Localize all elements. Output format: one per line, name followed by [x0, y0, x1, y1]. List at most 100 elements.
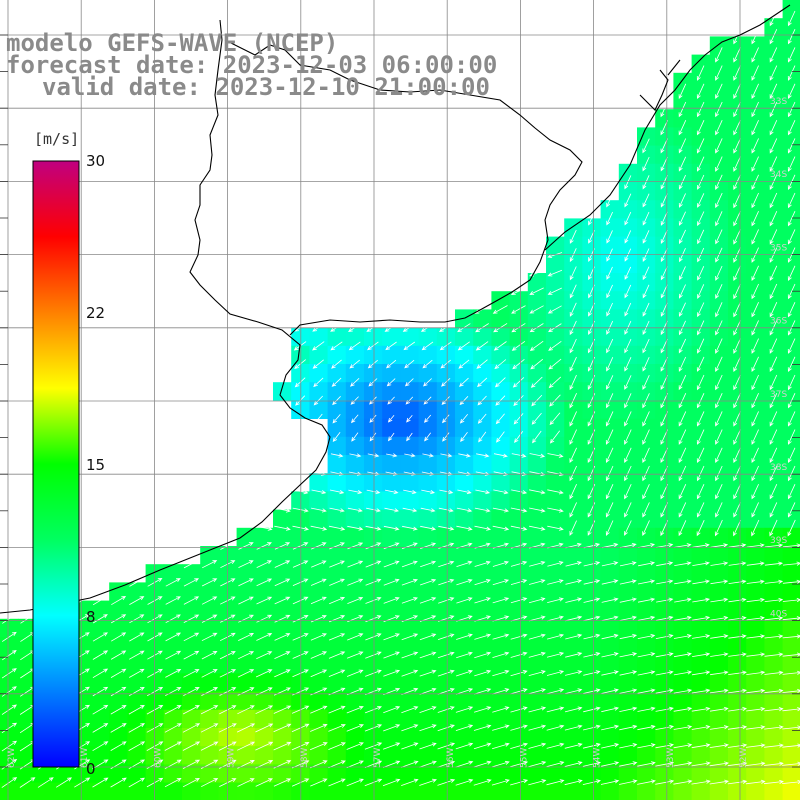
wind-arrow [697, 302, 705, 318]
wind-arrow [601, 633, 619, 640]
wind-arrow [491, 760, 510, 768]
wind-cell [364, 418, 383, 438]
wind-cell [364, 564, 383, 583]
wind-arrow [769, 10, 778, 27]
wind-arrow [423, 396, 432, 405]
wind-arrow [237, 669, 255, 678]
wind-cell [582, 728, 601, 747]
wind-cell [0, 673, 19, 692]
wind-cell [182, 600, 201, 620]
wind-arrow [769, 192, 778, 209]
wind-arrow [514, 431, 524, 444]
wind-arrow [401, 760, 419, 768]
wind-arrow [201, 687, 219, 696]
wind-arrow [365, 578, 382, 586]
wind-arrow [787, 484, 796, 500]
wind-arrow [691, 725, 711, 730]
wind-arrow [292, 560, 309, 568]
wind-arrow [751, 120, 759, 136]
wind-arrow [733, 83, 741, 100]
wind-arrow [529, 489, 546, 495]
wind-arrow [547, 269, 563, 277]
wind-arrow [183, 614, 200, 623]
wind-cell [345, 364, 365, 383]
wind-cell [564, 309, 583, 328]
wind-cell [309, 509, 328, 529]
wind-cell [728, 109, 747, 128]
wind-arrow [715, 338, 723, 354]
wind-arrow [510, 670, 528, 677]
wind-cell [418, 455, 438, 474]
wind-cell [709, 291, 729, 310]
wind-cell [618, 309, 638, 328]
wind-arrow [678, 174, 686, 190]
wind-cell [782, 600, 800, 620]
wind-cell [600, 618, 620, 638]
wind-cell [691, 600, 711, 620]
wind-arrow [128, 705, 145, 715]
wind-arrow [164, 723, 182, 733]
wind-arrow [751, 29, 759, 45]
wind-cell [345, 418, 365, 438]
wind-cell [746, 546, 765, 565]
wind-cell [546, 364, 565, 383]
wind-cell [236, 582, 256, 601]
wind-cell [746, 691, 765, 711]
wind-cell [327, 637, 347, 656]
wind-arrow [547, 561, 564, 567]
wind-arrow [769, 211, 778, 227]
wind-arrow [496, 431, 505, 443]
wind-arrow [710, 670, 729, 676]
wind-arrow [528, 706, 547, 713]
wind-arrow [328, 633, 346, 641]
wind-arrow [787, 447, 796, 464]
wind-cell [746, 327, 765, 347]
wind-cell [709, 764, 729, 783]
wind-arrow [491, 779, 510, 786]
wind-arrow [583, 579, 601, 585]
wind-cell [655, 182, 674, 201]
wind-cell [54, 782, 74, 800]
wind-cell [746, 309, 765, 328]
wind-arrow [696, 465, 705, 482]
wind-arrow [678, 101, 687, 118]
wind-cell [746, 364, 765, 383]
wind-cell [418, 527, 438, 547]
wind-arrow [782, 688, 800, 694]
wind-arrow [656, 597, 674, 603]
wind-arrow [782, 616, 800, 621]
wind-arrow [274, 669, 291, 678]
wind-arrow [696, 83, 705, 100]
wind-cell [400, 345, 419, 365]
wind-arrow [546, 706, 565, 713]
wind-cell [527, 600, 547, 620]
wind-arrow [310, 705, 328, 714]
wind-cell [764, 54, 783, 74]
wind-arrow [782, 597, 800, 603]
wind-arrow [697, 193, 705, 208]
wind-cell [728, 582, 747, 601]
wind-cell [564, 509, 583, 529]
wind-arrow [256, 542, 272, 550]
wind-arrow [346, 705, 364, 714]
wind-cell [746, 127, 765, 146]
wind-cell [163, 637, 183, 656]
wind-cell [491, 291, 510, 310]
wind-arrow [710, 615, 729, 621]
wind-cell [345, 691, 365, 711]
wind-cell [473, 327, 492, 347]
wind-cell [746, 436, 765, 456]
wind-cell [200, 618, 219, 638]
wind-cell [618, 655, 638, 674]
wind-cell [382, 436, 401, 456]
wind-cell [327, 546, 347, 565]
wind-arrow [546, 761, 565, 767]
wind-arrow [642, 411, 650, 427]
wind-arrow [673, 670, 693, 676]
wind-cell [691, 728, 711, 747]
wind-arrow [710, 597, 729, 603]
wind-arrow [350, 378, 360, 387]
wind-arrow [678, 156, 687, 172]
wind-cell [309, 400, 328, 419]
wind-arrow [510, 633, 528, 640]
